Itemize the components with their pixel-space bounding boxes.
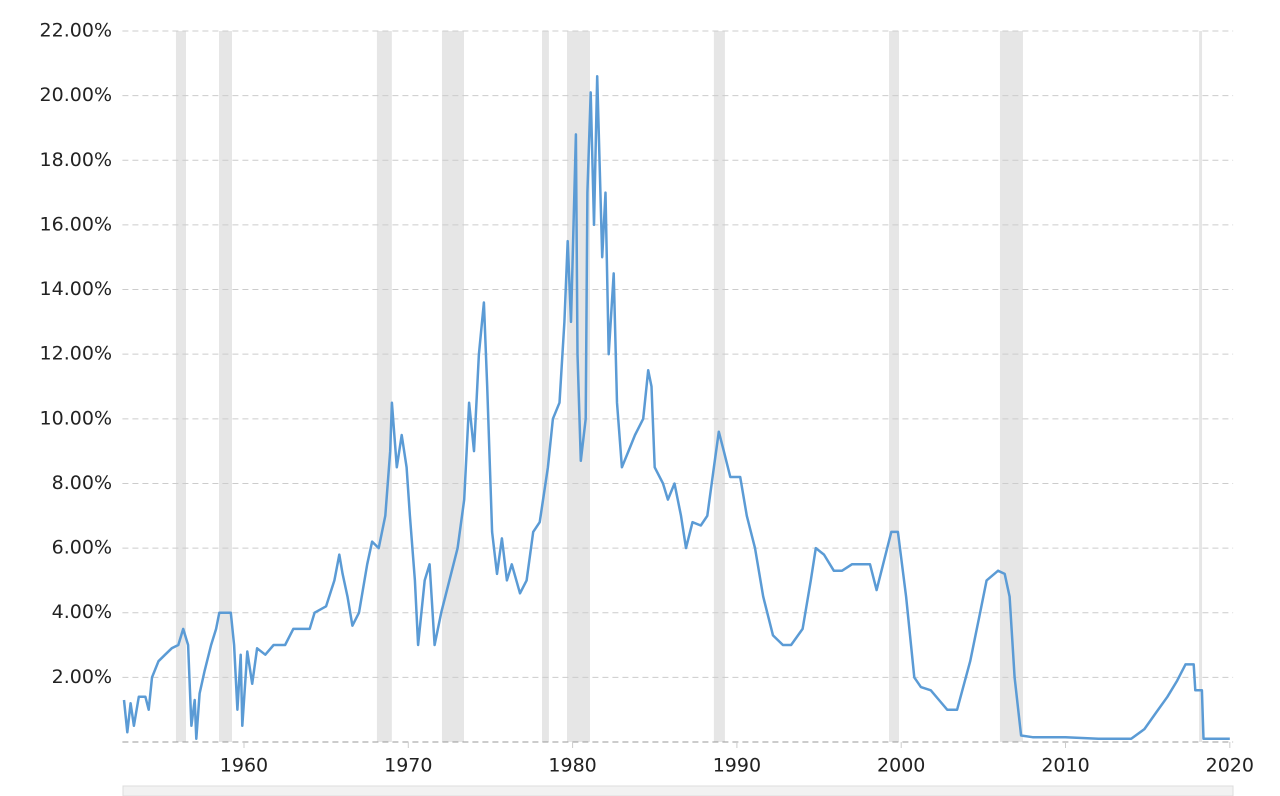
y-tick-label: 2.00% (52, 666, 112, 688)
recession-band (219, 31, 232, 742)
recession-band (376, 31, 392, 742)
y-tick-label: 14.00% (40, 278, 112, 300)
line (122, 74, 1230, 741)
y-tick-label: 10.00% (40, 407, 112, 429)
y-tick-label: 16.00% (40, 213, 112, 235)
y-tick-label: 22.00% (40, 20, 112, 42)
x-tick-label: 1960 (220, 755, 268, 777)
recession-band (889, 31, 900, 742)
recession-band (999, 31, 1023, 742)
x-tick-label: 1990 (713, 755, 761, 777)
recession-band (713, 31, 725, 742)
y-tick-label: 4.00% (52, 601, 112, 623)
y-tick-label: 18.00% (40, 149, 112, 171)
x-tick-label: 1980 (548, 755, 596, 777)
y-tick-label: 20.00% (40, 84, 112, 106)
x-tick-label: 2020 (1206, 755, 1254, 777)
recession-band (1199, 31, 1203, 742)
y-tick-label: 8.00% (52, 472, 112, 494)
x-tick-label: 2010 (1041, 755, 1089, 777)
recession-band (542, 31, 549, 742)
recession-band (175, 31, 186, 742)
recession-band (441, 31, 464, 742)
x-tick-label: 1970 (384, 755, 432, 777)
x-tick-label: 2000 (877, 755, 925, 777)
y-tick-label: 6.00% (52, 537, 112, 559)
y-tick-label: 12.00% (40, 343, 112, 365)
navigator (122, 785, 1234, 796)
